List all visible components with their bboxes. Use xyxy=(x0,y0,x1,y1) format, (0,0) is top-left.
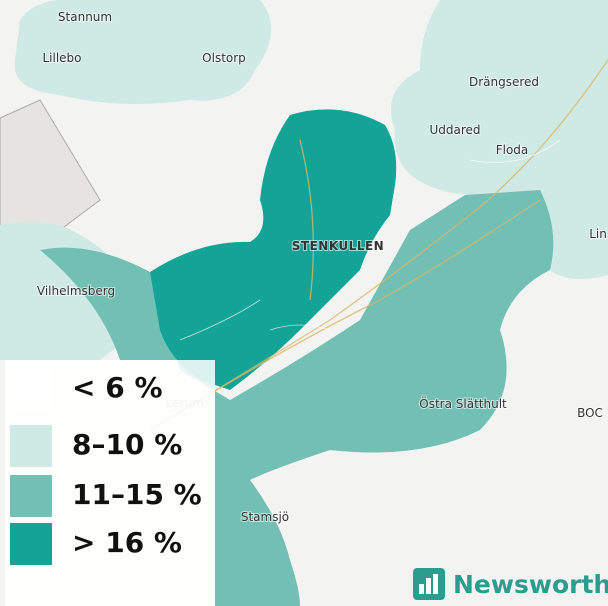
road xyxy=(149,59,608,431)
legend-label: > 16 % xyxy=(72,526,182,559)
land-area xyxy=(0,99,101,249)
logo-bar xyxy=(433,574,438,594)
road xyxy=(179,139,561,341)
legend-swatch xyxy=(10,425,52,467)
road xyxy=(199,199,541,401)
region xyxy=(150,109,397,390)
region xyxy=(14,0,272,104)
legend-label: < 6 % xyxy=(72,371,163,404)
road xyxy=(299,139,314,301)
legend-label: 8–10 % xyxy=(72,428,182,461)
legend-label: 11–15 % xyxy=(72,478,202,511)
place-label: STENKULLEN xyxy=(292,239,384,253)
place-label: BOC xyxy=(577,406,603,420)
place-label: Stannum xyxy=(58,10,112,24)
place-label: Drängsered xyxy=(469,75,539,89)
logo-bar xyxy=(419,584,424,594)
legend-swatch xyxy=(10,368,52,410)
place-label: Uddared xyxy=(429,123,480,137)
legend-swatch xyxy=(10,475,52,517)
logo-text: Newsworthy xyxy=(453,570,608,599)
place-label: Östra Slätthult xyxy=(419,395,507,411)
place-label: Olstorp xyxy=(202,51,246,65)
legend-rows: < 6 % 8–10 % 11–15 % > 16 % xyxy=(10,368,202,565)
place-label: Stamsjö xyxy=(241,510,289,524)
place-label: Lillebo xyxy=(42,51,81,65)
place-label: Floda xyxy=(496,143,529,157)
logo-bar xyxy=(426,578,431,594)
logo: Newsworthy xyxy=(413,568,608,600)
region xyxy=(40,190,554,606)
place-label: Vilhelmsberg xyxy=(37,284,115,298)
region xyxy=(390,0,608,279)
place-label: Lin xyxy=(589,227,607,241)
legend-swatch xyxy=(10,523,52,565)
places: Stannum Lillebo Olstorp Drängsered Uddared Fl… xyxy=(36,9,608,525)
legend: < 6 % 8–10 % 11–15 % > 16 % xyxy=(5,360,215,606)
